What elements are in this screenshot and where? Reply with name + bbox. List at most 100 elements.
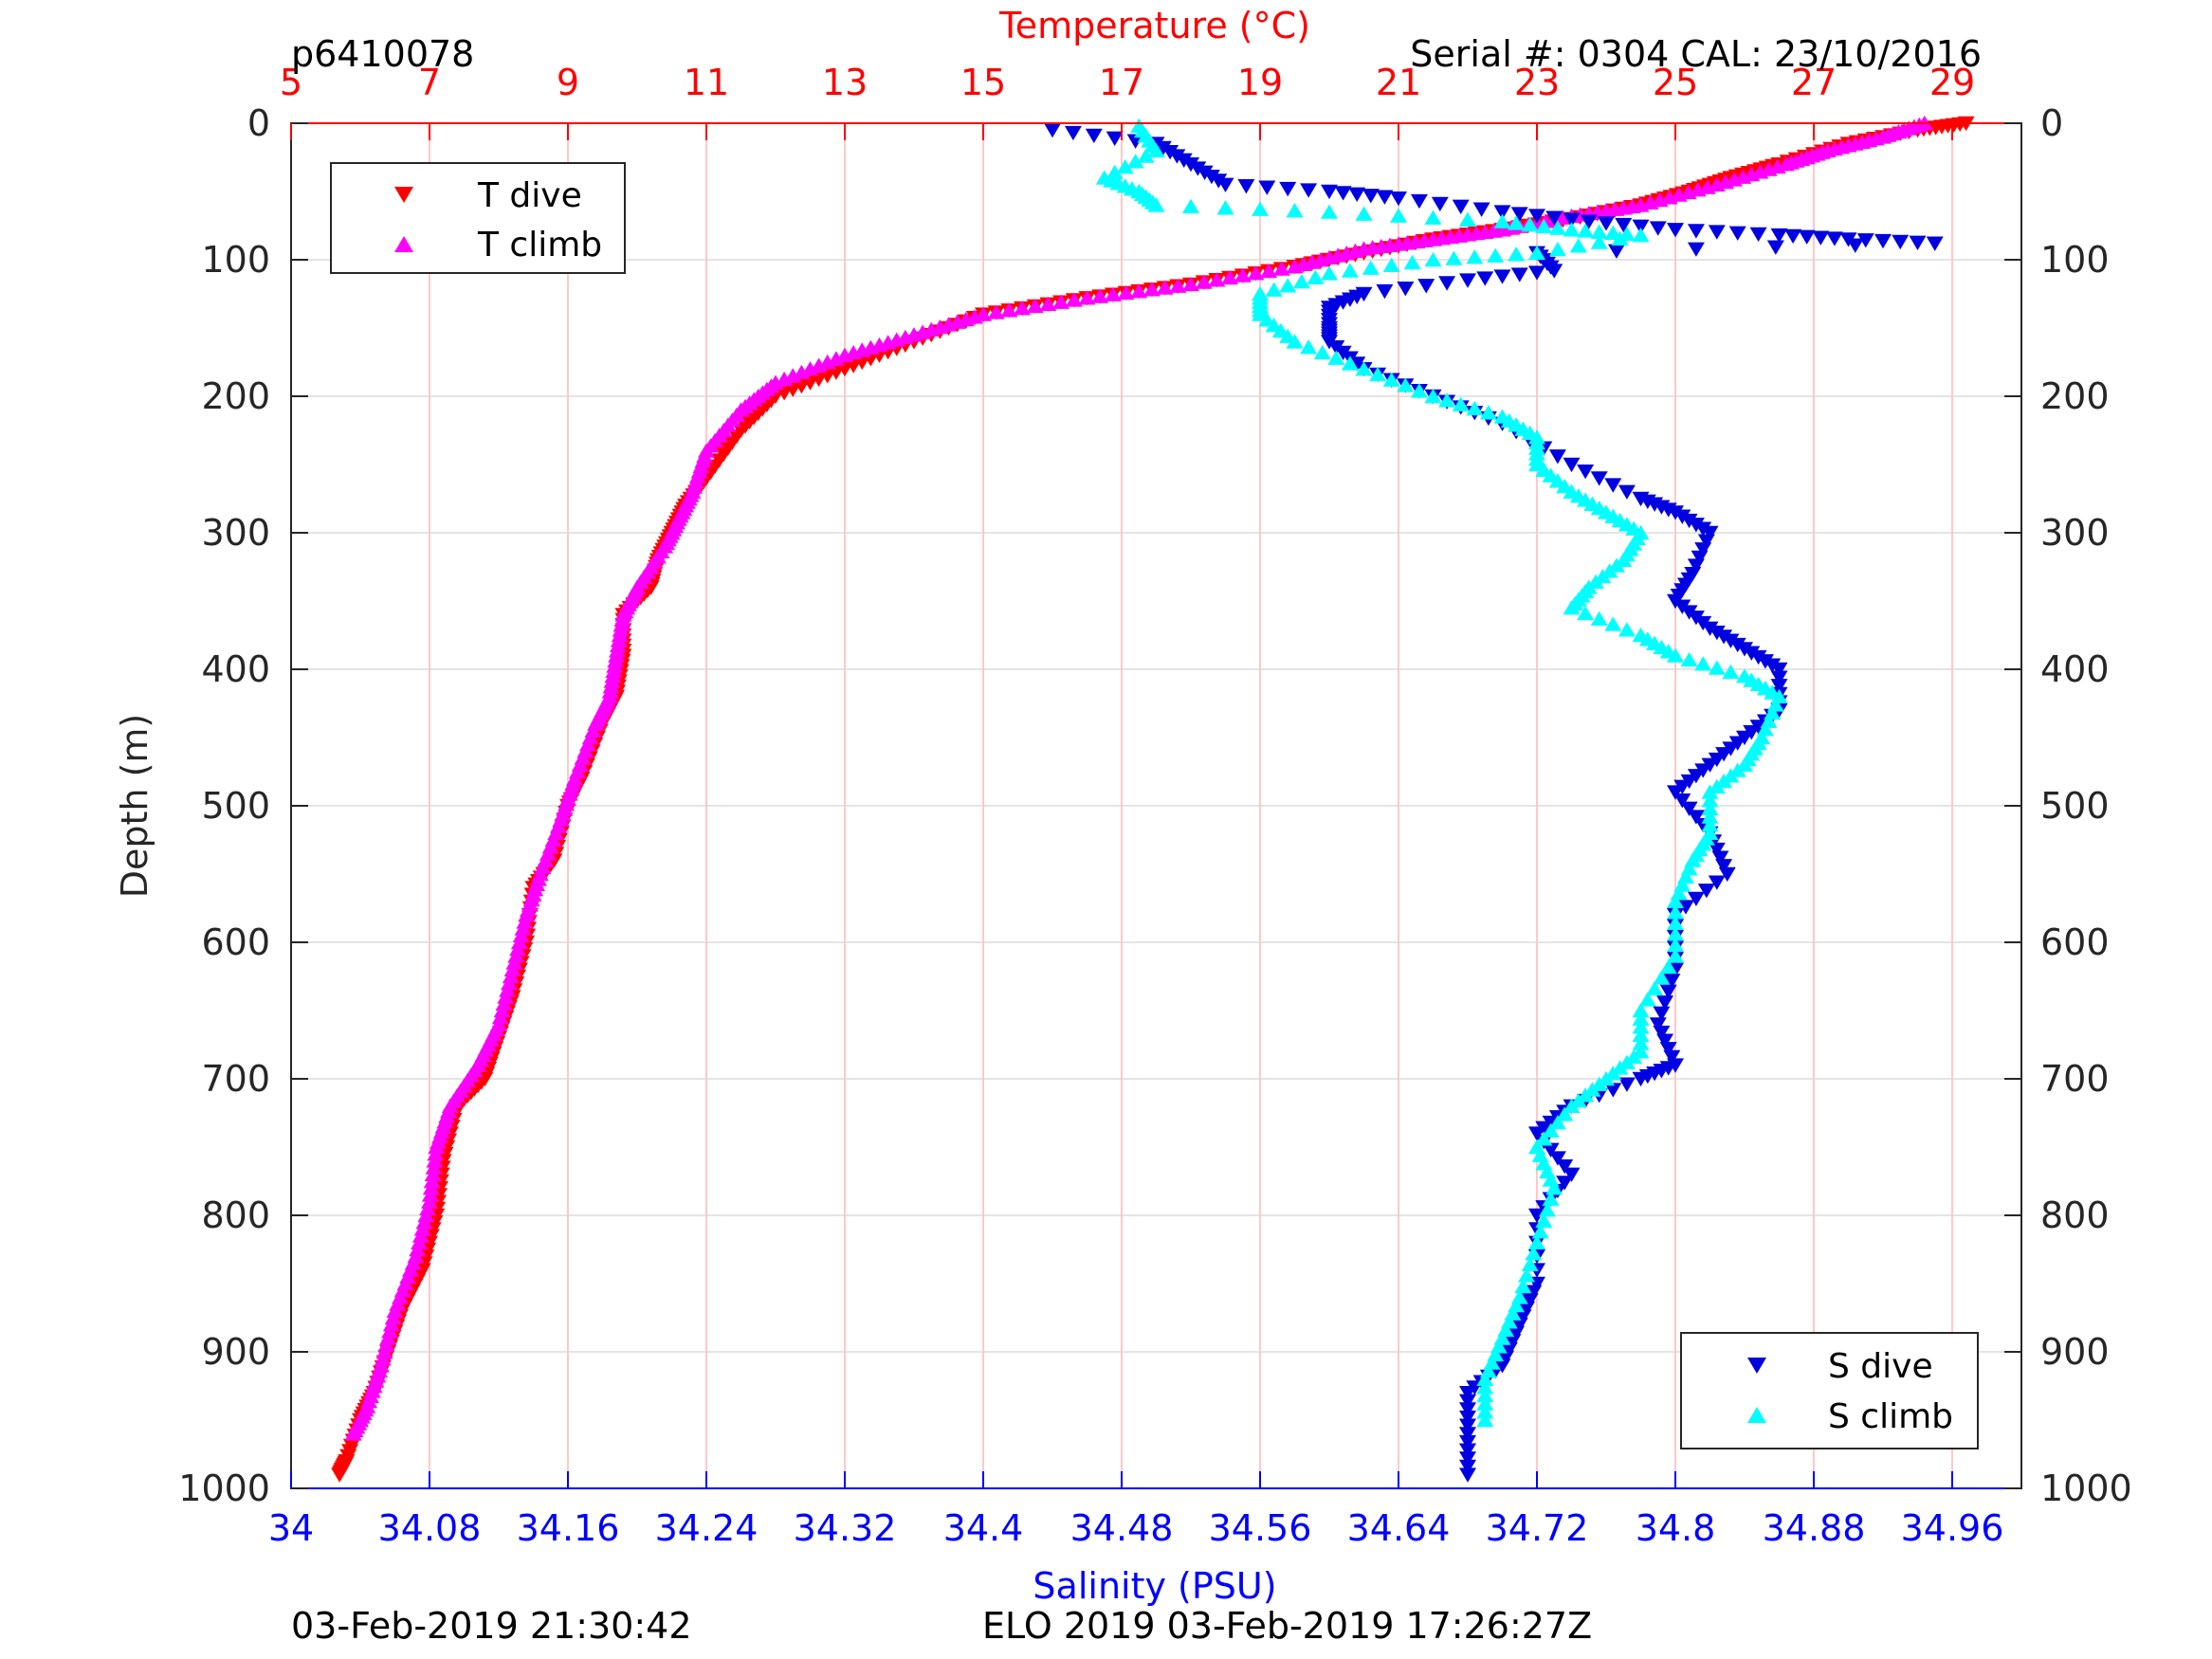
marker-t-climb: [1143, 282, 1161, 297]
marker-s-climb: [1286, 203, 1304, 218]
depth-tick-label-right: 100: [2040, 239, 2110, 281]
depth-tick-label-right: 1000: [2040, 1468, 2132, 1509]
marker-s-climb: [1604, 616, 1622, 631]
marker-s-climb: [1577, 223, 1595, 238]
temperature-tick-label: 27: [1791, 62, 1837, 103]
marker-s-dive: [1542, 1142, 1560, 1158]
marker-s-dive: [1321, 184, 1338, 200]
series-s-climb: [1095, 118, 1788, 1428]
marker-s-climb: [1292, 273, 1310, 289]
marker-s-climb: [1126, 154, 1144, 169]
depth-tick-label-right: 900: [2040, 1331, 2110, 1373]
marker-t-climb: [415, 1214, 433, 1230]
marker-s-dive: [1711, 850, 1729, 866]
salinity-tick-label: 34.72: [1486, 1507, 1589, 1549]
marker-s-climb: [1476, 1395, 1494, 1411]
marker-s-climb: [1487, 247, 1505, 263]
marker-s-dive: [1687, 810, 1705, 825]
depth-tick-label-right: 700: [2040, 1058, 2110, 1100]
depth-tick-label-right: 800: [2040, 1194, 2110, 1236]
marker-s-dive: [1362, 189, 1380, 204]
marker-t-climb: [1195, 274, 1213, 289]
legend-temperature-box: [330, 162, 626, 274]
marker-s-dive: [1656, 995, 1674, 1011]
marker-t-climb: [987, 304, 1005, 319]
marker-s-climb: [1545, 1180, 1563, 1195]
marker-t-climb: [384, 1309, 402, 1325]
marker-t-climb: [1208, 272, 1226, 287]
marker-s-dive: [1528, 1208, 1545, 1224]
marker-s-climb: [1708, 660, 1726, 675]
marker-s-dive: [1376, 190, 1394, 205]
depth-tick-label-right: 0: [2040, 102, 2063, 144]
marker-s-dive: [1653, 1006, 1671, 1021]
marker-s-climb: [1466, 400, 1484, 416]
marker-s-climb: [1508, 246, 1526, 262]
temperature-tick-label: 23: [1514, 62, 1560, 103]
marker-t-climb: [1000, 302, 1018, 318]
marker-s-dive: [1154, 140, 1172, 156]
marker-s-climb: [1694, 656, 1712, 671]
marker-s-dive: [1196, 165, 1214, 180]
marker-s-climb: [1667, 948, 1684, 963]
marker-s-climb: [1569, 238, 1587, 253]
marker-s-dive: [1497, 1350, 1515, 1365]
depth-axis-title: Depth (m): [114, 714, 155, 899]
marker-t-climb: [1272, 261, 1290, 276]
marker-s-dive: [1556, 1158, 1574, 1175]
temperature-tick-label: 5: [280, 62, 302, 103]
salinity-tick-label: 34.32: [794, 1507, 897, 1549]
marker-s-climb: [1321, 204, 1338, 219]
marker-s-dive: [1749, 227, 1767, 243]
depth-tick-label-right: 300: [2040, 512, 2110, 554]
marker-s-climb: [1265, 282, 1283, 297]
marker-t-climb: [1234, 267, 1252, 283]
marker-s-dive: [1168, 149, 1186, 164]
legend-s-climb-marker: [1747, 1407, 1766, 1423]
marker-s-climb: [1424, 388, 1442, 404]
marker-s-climb: [1535, 1212, 1553, 1228]
marker-s-climb: [1638, 992, 1656, 1007]
marker-s-dive: [1687, 558, 1705, 574]
marker-t-climb: [1651, 191, 1669, 208]
legend-t-climb-marker: [394, 236, 413, 252]
marker-t-dive: [331, 1468, 349, 1483]
marker-s-dive: [1708, 625, 1726, 641]
marker-t-climb: [424, 1166, 442, 1181]
marker-t-climb: [417, 1207, 435, 1223]
marker-t-climb: [1286, 259, 1304, 274]
marker-t-climb: [419, 1200, 437, 1215]
marker-t-climb: [375, 1343, 393, 1359]
marker-s-dive: [1417, 279, 1435, 294]
marker-s-climb: [1479, 405, 1497, 420]
salinity-tick-label: 34.48: [1070, 1507, 1174, 1549]
marker-s-dive: [1687, 518, 1705, 533]
marker-s-climb: [1116, 158, 1134, 174]
marker-s-climb: [1476, 1379, 1494, 1395]
marker-s-dive: [1452, 199, 1470, 214]
glider-id: p6410078: [291, 33, 474, 75]
footer-mission: ELO 2019 03-Feb-2019 17:26:27Z: [982, 1605, 1592, 1647]
marker-t-climb: [499, 982, 517, 997]
marker-s-climb: [1459, 211, 1476, 227]
temperature-axis-title: Temperature (°C): [998, 5, 1310, 46]
marker-t-climb: [512, 927, 530, 942]
marker-s-dive: [1216, 177, 1234, 192]
marker-t-climb: [1670, 187, 1688, 202]
marker-s-climb: [1355, 361, 1373, 376]
marker-s-climb: [1701, 784, 1719, 799]
marker-s-climb: [1424, 251, 1442, 267]
marker-t-climb: [1078, 290, 1096, 305]
marker-s-dive: [1459, 1434, 1476, 1450]
marker-s-climb: [1147, 142, 1165, 157]
marker-s-climb: [1182, 198, 1199, 214]
marker-s-dive: [1431, 196, 1449, 212]
marker-s-climb: [1327, 350, 1345, 365]
marker-s-dive: [1784, 228, 1802, 245]
marker-t-climb: [411, 1228, 430, 1243]
marker-s-dive: [1085, 128, 1103, 144]
salinity-tick-label: 34.88: [1763, 1507, 1866, 1549]
marker-t-climb: [1039, 296, 1057, 311]
marker-t-climb: [1169, 278, 1187, 293]
marker-s-dive: [1438, 276, 1456, 291]
